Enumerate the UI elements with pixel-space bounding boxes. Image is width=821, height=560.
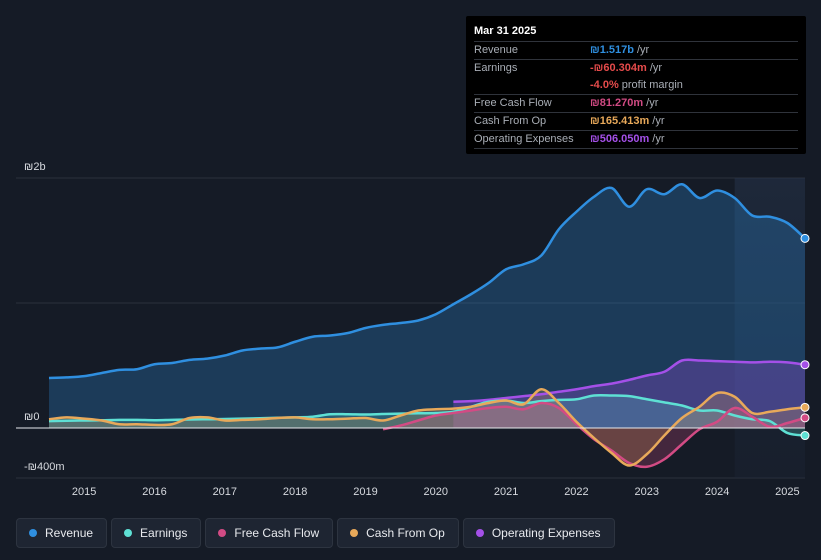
tooltip-row-cfo: Cash From Op ₪165.413m /yr [474, 113, 798, 131]
area-revenue [49, 184, 805, 428]
legend-item-earnings[interactable]: Earnings [111, 518, 202, 548]
x-tick-label: 2020 [424, 486, 448, 498]
tooltip-value: ₪1.517b [590, 44, 634, 56]
series-end-point-earnings [800, 431, 810, 441]
x-tick-label: 2024 [705, 486, 729, 498]
area-fcf [383, 402, 805, 467]
tooltip-row-revenue: Revenue ₪1.517b /yr [474, 42, 798, 60]
x-tick-label: 2022 [564, 486, 588, 498]
x-tick-label: 2021 [494, 486, 518, 498]
tooltip-value: ₪165.413m [590, 115, 650, 127]
legend-dot-icon [218, 529, 227, 537]
tooltip-row-fcf: Free Cash Flow ₪81.270m /yr [474, 95, 798, 113]
tooltip-panel: Mar 31 2025 Revenue ₪1.517b /yr Earnings… [466, 16, 806, 154]
legend-item-free-cash-flow[interactable]: Free Cash Flow [205, 518, 334, 548]
tooltip-row-earnings: Earnings -₪60.304m /yr [474, 60, 798, 77]
tooltip-unit: /yr [652, 115, 665, 127]
tooltip-label: Cash From Op [474, 115, 547, 127]
legend-label: Earnings [140, 526, 188, 540]
x-tick-label: 2016 [142, 486, 166, 498]
tooltip-unit: profit margin [621, 79, 683, 91]
tooltip-unit: /yr [646, 97, 659, 109]
tooltip-unit: /yr [652, 133, 665, 145]
legend-item-cash-from-op[interactable]: Cash From Op [337, 518, 459, 548]
series-line-revenue [48, 183, 806, 380]
tooltip-date: Mar 31 2025 [474, 24, 798, 42]
tooltip-value: -₪60.304m [590, 62, 647, 74]
tooltip-row-opex: Operating Expenses ₪506.050m /yr [474, 131, 798, 149]
area-earnings [49, 395, 805, 436]
x-tick-label: 2015 [72, 486, 96, 498]
tooltip-label: Free Cash Flow [474, 97, 552, 109]
legend-label: Revenue [45, 526, 94, 540]
series-end-point-cfo [800, 402, 810, 412]
x-tick-label: 2018 [283, 486, 307, 498]
legend-dot-icon [475, 529, 484, 537]
tooltip-unit: /yr [649, 62, 663, 74]
tooltip-value: -4.0% [590, 79, 619, 91]
legend-item-operating-expenses[interactable]: Operating Expenses [462, 518, 615, 548]
series-end-point-fcf [800, 413, 810, 423]
series-end-point-revenue [800, 233, 810, 243]
x-tick-label: 2025 [775, 486, 799, 498]
legend-dot-icon [124, 529, 133, 537]
series-end-point-opex [800, 360, 810, 370]
series-line-opex [453, 358, 806, 403]
legend: Revenue Earnings Free Cash Flow Cash Fro… [16, 518, 615, 548]
legend-label: Cash From Op [366, 526, 445, 540]
tooltip-label: Earnings [474, 62, 518, 74]
y-tick-label-zero: ₪0 [24, 411, 39, 423]
legend-label: Operating Expenses [491, 526, 601, 540]
tooltip-label: Revenue [474, 44, 519, 56]
legend-dot-icon [350, 529, 359, 537]
series-line-earnings [48, 393, 806, 437]
y-tick-label-bottom: -₪400m [24, 461, 65, 473]
tooltip-unit: /yr [636, 44, 650, 56]
tooltip-value: ₪506.050m [590, 133, 650, 145]
x-tick-label: 2017 [213, 486, 237, 498]
legend-dot-icon [29, 529, 37, 537]
legend-item-revenue[interactable]: Revenue [16, 518, 108, 548]
tooltip-label: Operating Expenses [474, 133, 574, 145]
legend-label: Free Cash Flow [234, 526, 320, 540]
area-cfo [49, 389, 805, 466]
tooltip-value: ₪81.270m [590, 97, 644, 109]
tooltip-row-profit-margin: -4.0% profit margin [474, 77, 798, 95]
series-line-cfo [48, 388, 806, 467]
x-tick-label: 2019 [353, 486, 377, 498]
x-tick-label: 2023 [635, 486, 659, 498]
y-tick-label-top: ₪2b [24, 161, 46, 173]
tooltip-label [474, 77, 590, 94]
